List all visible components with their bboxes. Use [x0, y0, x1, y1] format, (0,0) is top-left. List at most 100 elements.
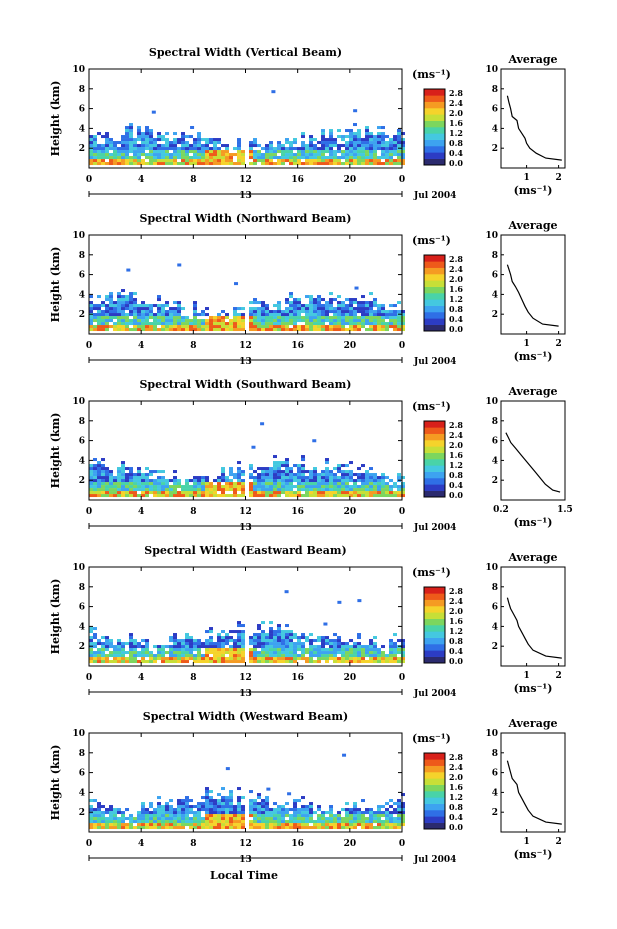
average-profile-line — [506, 264, 559, 327]
average-y-tick-label: 4 — [492, 290, 498, 300]
day-marker-label: 13 — [239, 523, 252, 533]
x-tick-label: 0 — [399, 673, 405, 683]
colorbar-segment — [424, 778, 445, 785]
heatmap-cells — [89, 590, 405, 664]
panel-title: Spectral Width (Vertical Beam) — [149, 46, 342, 59]
y-tick-label: 8 — [79, 749, 85, 759]
y-axis-label: Height (km) — [49, 81, 62, 157]
colorbar-tick-label: 0.4 — [449, 480, 463, 490]
colorbar-tick-label: 2.4 — [449, 98, 463, 108]
x-tick-label: 16 — [291, 175, 304, 185]
colorbar-segment — [424, 324, 445, 332]
colorbar-tick-label: 2.4 — [449, 264, 463, 274]
heatmap-cells — [89, 753, 405, 830]
average-x-label: (ms⁻¹) — [514, 682, 553, 695]
y-tick-label: 10 — [72, 231, 85, 241]
colorbar-tick-label: 2.8 — [449, 420, 463, 430]
x-tick-label: 20 — [344, 839, 357, 849]
x-tick-label: 16 — [291, 341, 304, 351]
panel-5: Spectral Width (Westward Beam)246810Heig… — [49, 710, 566, 865]
colorbar-segment — [424, 318, 445, 325]
colorbar-segment — [424, 433, 445, 441]
x-tick-label: 12 — [239, 175, 252, 185]
colorbar-tick-label: 2.4 — [449, 430, 463, 440]
colorbar-tick-label: 2.4 — [449, 762, 463, 772]
x-tick-label: 20 — [344, 175, 357, 185]
average-y-tick-label: 4 — [492, 622, 498, 632]
panel-title: Spectral Width (Westward Beam) — [143, 710, 348, 723]
colorbar-segment — [424, 95, 445, 102]
average-x-label: (ms⁻¹) — [514, 848, 553, 861]
average-x-label: (ms⁻¹) — [514, 350, 553, 363]
colorbar-segment — [424, 127, 445, 134]
x-tick-label: 16 — [291, 507, 304, 517]
x-tick-label: 8 — [190, 507, 196, 517]
y-axis-label: Height (km) — [49, 247, 62, 323]
average-y-tick-label: 10 — [485, 65, 498, 75]
average-frame — [500, 732, 566, 833]
colorbar-segment — [424, 631, 445, 638]
average-x-tick-label: 1 — [523, 671, 529, 681]
average-y-tick-label: 6 — [492, 437, 498, 447]
y-tick-label: 10 — [72, 65, 85, 75]
x-tick-label: 4 — [138, 175, 144, 185]
colorbar-frame — [423, 752, 446, 830]
x-tick-label: 4 — [138, 341, 144, 351]
x-tick-label: 0 — [86, 673, 92, 683]
colorbar-tick-label: 0.0 — [449, 656, 463, 666]
average-y-tick-label: 4 — [492, 456, 498, 466]
x-tick-label: 0 — [399, 341, 405, 351]
colorbar-segment — [424, 797, 445, 804]
y-tick-label: 2 — [79, 642, 85, 652]
average-y-tick-label: 10 — [485, 397, 498, 407]
panel-2: Spectral Width (Northward Beam)246810Hei… — [49, 212, 566, 367]
average-y-tick-label: 2 — [492, 642, 498, 652]
y-tick-label: 10 — [72, 729, 85, 739]
x-tick-label: 16 — [291, 839, 304, 849]
colorbar-tick-label: 1.6 — [449, 284, 463, 294]
colorbar-segment — [424, 465, 445, 472]
x-tick-label: 8 — [190, 673, 196, 683]
colorbar-segment — [424, 158, 445, 166]
average-x-tick-label: 0.2 — [493, 505, 509, 515]
colorbar-segment — [424, 637, 445, 645]
colorbar-segment — [424, 816, 445, 823]
y-tick-label: 4 — [79, 622, 85, 632]
y-tick-label: 4 — [79, 456, 85, 466]
y-tick-label: 8 — [79, 417, 85, 427]
x-tick-label: 0 — [399, 507, 405, 517]
x-tick-label: 12 — [239, 507, 252, 517]
colorbar-tick-label: 2.8 — [449, 88, 463, 98]
colorbar-tick-label: 0.8 — [449, 138, 463, 148]
colorbar-segment — [424, 650, 445, 657]
x-tick-label: 12 — [239, 341, 252, 351]
local-time-axis-label: Local Time — [210, 869, 278, 882]
panel-1: Spectral Width (Vertical Beam)246810Heig… — [49, 46, 566, 201]
colorbar-tick-label: 1.6 — [449, 118, 463, 128]
average-y-tick-label: 8 — [492, 417, 498, 427]
colorbar-tick-label: 1.2 — [449, 626, 463, 636]
colorbar-segment — [424, 312, 445, 319]
colorbar-tick-label: 2.8 — [449, 586, 463, 596]
colorbar-tick-label: 1.6 — [449, 616, 463, 626]
average-y-tick-label: 8 — [492, 251, 498, 261]
colorbar-segment — [424, 612, 445, 619]
heatmap-cells — [89, 90, 405, 166]
y-tick-label: 2 — [79, 476, 85, 486]
colorbar-tick-label: 0.8 — [449, 304, 463, 314]
colorbar-segment — [424, 152, 445, 159]
colorbar-segment — [424, 120, 445, 128]
average-x-label: (ms⁻¹) — [514, 184, 553, 197]
x-tick-label: 12 — [239, 673, 252, 683]
x-tick-label: 0 — [86, 839, 92, 849]
colorbar-tick-label: 1.2 — [449, 128, 463, 138]
colorbar-unit: (ms⁻¹) — [412, 68, 451, 81]
colorbar-segment — [424, 133, 445, 140]
average-y-tick-label: 6 — [492, 105, 498, 115]
panel-4: Spectral Width (Eastward Beam)246810Heig… — [49, 544, 566, 699]
colorbar-segment — [424, 299, 445, 306]
y-tick-label: 10 — [72, 397, 85, 407]
panel-title: Spectral Width (Northward Beam) — [140, 212, 352, 225]
average-x-tick-label: 1.5 — [557, 505, 573, 515]
